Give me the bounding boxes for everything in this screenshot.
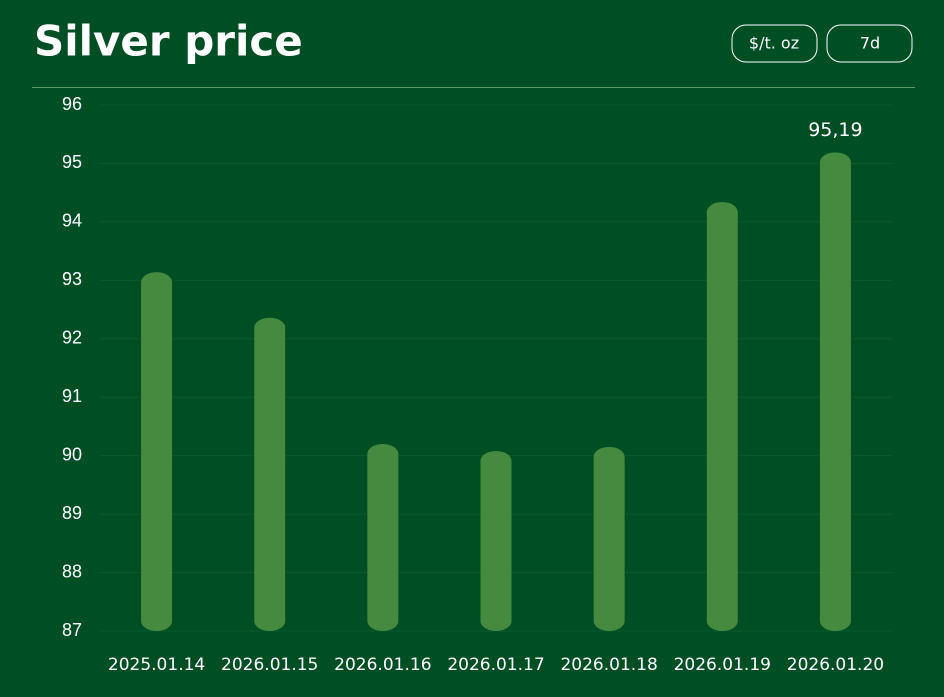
range-button[interactable]: 7d (826, 24, 913, 63)
bar (141, 272, 173, 631)
chart-title: Silver price (34, 17, 303, 66)
bar (254, 317, 286, 631)
x-tick-label: 2026.01.20 (787, 655, 884, 675)
y-tick-label: 94 (62, 211, 82, 231)
y-tick-label: 96 (62, 94, 82, 114)
unit-button-frame[interactable] (731, 24, 818, 63)
y-tick-label: 88 (62, 561, 82, 581)
range-button-label[interactable]: 7d (860, 34, 880, 53)
bar (819, 152, 851, 631)
y-tick-label: 90 (62, 444, 82, 464)
y-tick-label: 91 (62, 386, 82, 406)
x-tick-label: 2026.01.19 (674, 655, 771, 675)
bar (480, 450, 512, 631)
y-tick-label: 95 (62, 152, 82, 172)
y-tick-label: 93 (62, 269, 82, 289)
range-button-frame[interactable] (826, 24, 913, 63)
unit-button[interactable]: $/t. oz (731, 24, 818, 63)
x-tick-label: 2026.01.18 (560, 655, 657, 675)
unit-button-label[interactable]: $/t. oz (749, 34, 799, 53)
value-label: 95,19 (808, 119, 862, 141)
bar (593, 446, 625, 631)
y-tick-label: 87 (62, 620, 82, 640)
x-tick-label: 2026.01.17 (447, 655, 544, 675)
bar (367, 443, 399, 631)
x-tick-label: 2025.01.14 (108, 655, 205, 675)
y-tick-label: 92 (62, 328, 82, 348)
x-tick-label: 2026.01.16 (334, 655, 431, 675)
x-tick-label: 2026.01.15 (221, 655, 318, 675)
bar (706, 202, 738, 632)
y-tick-label: 89 (62, 503, 82, 523)
